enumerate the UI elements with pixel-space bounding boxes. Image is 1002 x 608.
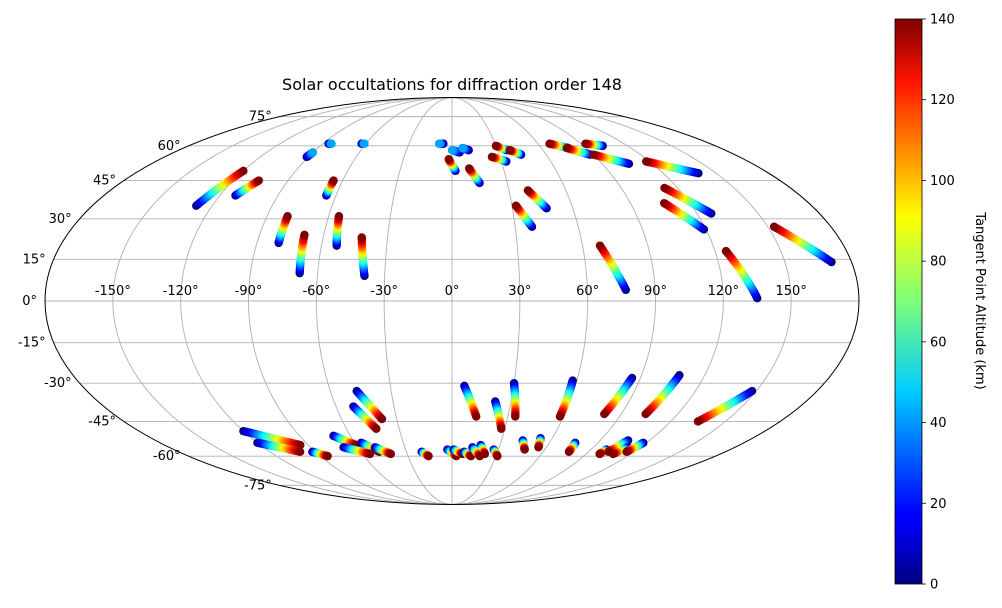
data-point [564,447,574,456]
data-point [283,211,292,221]
colorbar-tick-label: 60 [930,335,947,350]
lat-tick-label: -30° [44,376,72,391]
lon-tick-label: 60° [576,284,599,299]
data-point [239,166,248,176]
data-point [472,412,481,421]
lat-tick-label: 60° [158,139,181,154]
data-point [534,443,543,452]
lat-tick-label: 15° [23,252,46,267]
colorbar-label: Tangent Point Altitude (km) [972,211,987,389]
meridian-line [451,97,792,505]
data-point [295,447,305,456]
data-point [357,233,366,242]
data-point [511,201,521,210]
data-point [377,414,387,424]
colorbar-tick-label: 20 [930,497,947,512]
data-point [458,143,467,153]
meridian-line [451,97,724,505]
lat-tick-label: 30° [49,212,72,227]
lon-tick-label: 30° [508,284,531,299]
data-point [464,164,474,173]
meridian-line [383,97,453,505]
data-point [595,241,605,250]
lon-tick-label: 150° [776,284,807,299]
colorbar-tick-label: 80 [930,255,947,270]
graticule [45,97,859,505]
data-point [308,148,318,157]
data-point [329,176,338,185]
data-point [659,198,669,208]
lon-tick-label: -30° [370,284,398,299]
data-point [505,146,514,155]
data-point [769,222,779,231]
meridian-line [180,97,453,505]
data-point [608,449,618,459]
latitude-tick-labels: 75° 60° 45° 30° 15° 0° -15° -30° -45° -60° -75° [18,110,272,494]
lon-tick-label: -150° [95,284,131,299]
data-point [424,451,433,461]
data-point [581,139,590,148]
data-point [475,451,484,461]
data-point [447,146,457,155]
data-point [493,451,502,461]
colorbar-tick-label: 120 [930,93,955,108]
data-point [434,139,444,148]
data-point [487,152,497,162]
colorbar-tick-label: 40 [930,416,947,431]
data-point [497,424,506,433]
meridian-line [451,97,589,505]
data-point [555,412,565,421]
lat-tick-label: -60° [153,449,181,464]
lon-tick-label: -60° [302,284,330,299]
data-point [254,176,264,185]
data-point [520,445,529,454]
data-point [721,246,731,256]
colorbar-tick-label: 0 [930,578,938,593]
colorbar [894,18,923,585]
colorbar-ticks: 0 20 40 60 80 100 120 140 [922,13,955,593]
data-point [372,424,381,433]
data-point [491,141,501,151]
lat-tick-label: -15° [18,336,46,351]
lon-tick-label: 0° [445,284,460,299]
occultation-points [192,139,836,461]
data-point [386,449,396,459]
lat-tick-label: -45° [88,414,116,429]
data-point [693,417,703,426]
data-point [360,139,369,148]
longitude-tick-labels: -150° -120° -90° -60° -30° 0° 30° 60° 90° 120° 150… [95,284,807,299]
lat-tick-label: 45° [93,174,116,189]
lat-tick-label: 75° [249,110,272,125]
data-point [511,412,520,421]
meridian-line [112,97,453,505]
map-outline [44,97,860,505]
lon-tick-label: -90° [235,284,263,299]
lat-tick-label: -75° [244,478,272,493]
data-point [589,150,598,159]
colorbar-tick-label: 140 [930,13,955,28]
chart-title: Solar occultations for diffraction order… [282,75,622,94]
data-point [327,139,336,148]
data-point [334,211,344,221]
data-point [562,143,572,153]
data-point [300,230,309,240]
colorbar-tick-label: 100 [930,174,955,189]
data-point [622,447,631,456]
data-point [595,449,604,459]
data-point [600,409,609,419]
lon-tick-label: 90° [644,284,667,299]
lat-tick-label: 0° [22,294,37,309]
data-point [365,449,375,459]
data-point [660,183,669,193]
data-point [545,139,554,148]
lon-tick-label: -120° [163,284,199,299]
data-point [444,154,453,164]
lon-tick-label: 120° [708,284,739,299]
data-point [641,409,650,419]
data-point [323,451,332,461]
data-point [523,186,533,195]
data-point [642,157,651,166]
